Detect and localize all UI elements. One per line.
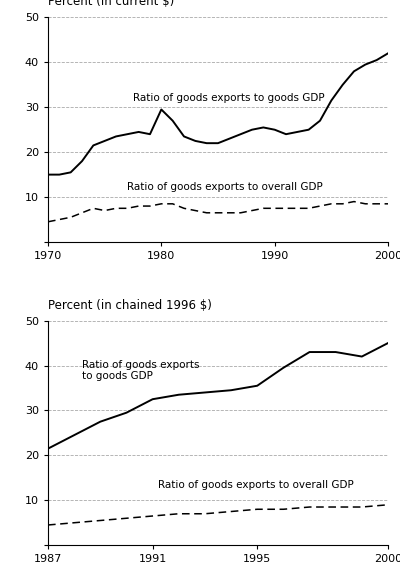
Text: Ratio of goods exports
to goods GDP: Ratio of goods exports to goods GDP [82, 360, 200, 381]
Text: Ratio of goods exports to overall GDP: Ratio of goods exports to overall GDP [158, 480, 354, 491]
Text: Ratio of goods exports to overall GDP: Ratio of goods exports to overall GDP [127, 182, 323, 191]
Text: Ratio of goods exports to goods GDP: Ratio of goods exports to goods GDP [133, 93, 325, 103]
Text: Percent (in chained 1996 $): Percent (in chained 1996 $) [48, 299, 212, 311]
Text: Percent (in current $): Percent (in current $) [48, 0, 174, 9]
